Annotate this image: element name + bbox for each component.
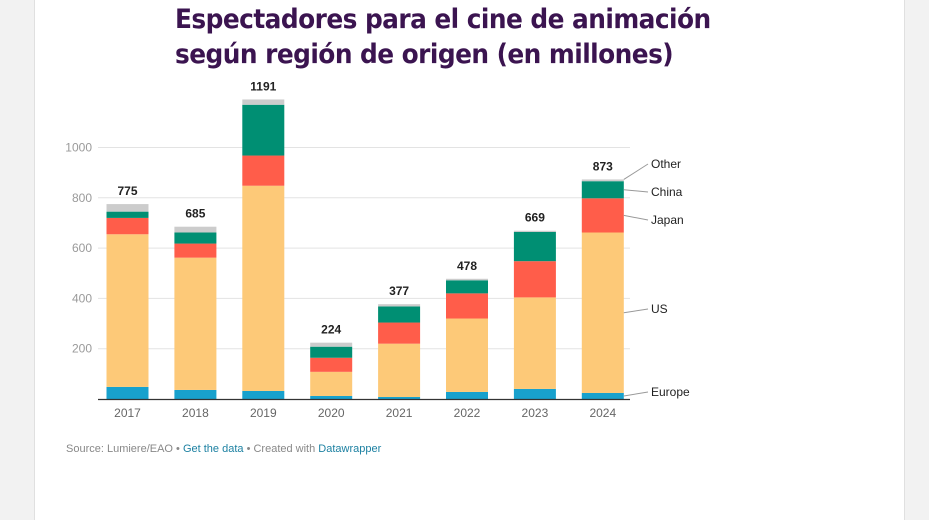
bar-segment-china xyxy=(446,280,488,294)
bar-segment-europe xyxy=(106,386,149,399)
legend-leader-line xyxy=(623,163,649,180)
y-tick-label: 200 xyxy=(72,342,92,356)
bar-segment-us xyxy=(174,257,217,390)
legend-leader-line xyxy=(623,189,649,193)
bar-segment-europe xyxy=(242,390,285,399)
bar-segment-japan xyxy=(242,155,285,186)
bar-segment-other xyxy=(513,230,556,233)
bar-segment-us xyxy=(513,297,556,389)
bar-segment-europe xyxy=(513,388,556,399)
bar-segment-other xyxy=(310,342,353,347)
x-tick-label: 2022 xyxy=(454,406,481,420)
x-tick-label: 2024 xyxy=(589,406,616,420)
footer: Source: Lumiere/EAO • Get the data • Cre… xyxy=(66,443,381,455)
bar-segment-china xyxy=(378,306,421,323)
x-tick-label: 2021 xyxy=(386,406,413,420)
total-label: 873 xyxy=(593,159,613,173)
bar-segment-other xyxy=(581,179,624,182)
y-tick-label: 1000 xyxy=(65,141,92,155)
y-tick-label: 800 xyxy=(72,191,92,205)
bar-segment-europe xyxy=(378,396,421,399)
bar-segment-japan xyxy=(581,198,624,233)
x-tick-label: 2017 xyxy=(114,406,141,420)
bar-segment-other xyxy=(242,99,285,105)
legend-label-china: China xyxy=(651,185,683,199)
legend-label-europe: Europe xyxy=(651,385,690,399)
bar-segment-us xyxy=(310,371,353,396)
legend-leader-line xyxy=(623,214,649,221)
total-label: 478 xyxy=(457,259,477,273)
title-line-2: según región de origen (en millones) xyxy=(175,39,674,70)
total-label: 775 xyxy=(117,184,137,198)
bars: 775 685 1191 224 377 478 669 873 xyxy=(106,79,624,399)
bar-segment-other xyxy=(106,204,149,212)
datawrapper-link[interactable]: Datawrapper xyxy=(318,443,382,455)
bar-segment-china xyxy=(513,232,556,262)
bar-segment-japan xyxy=(174,243,217,258)
bar-segment-us xyxy=(242,185,285,391)
bar-segment-other xyxy=(378,304,421,307)
total-label: 377 xyxy=(389,284,409,298)
bar-segment-us xyxy=(106,234,149,387)
legend-label-japan: Japan xyxy=(651,213,684,227)
x-tick-label: 2023 xyxy=(522,406,549,420)
total-label: 669 xyxy=(525,211,545,225)
x-tick-label: 2019 xyxy=(250,406,277,420)
bar-segment-china xyxy=(310,346,353,358)
chart-title: Espectadores para el cine de animación s… xyxy=(175,2,764,72)
x-axis: 2017 2018 2019 2020 2021 2022 2023 2024 xyxy=(98,398,630,420)
bar-segment-us xyxy=(581,232,624,393)
bar-segment-japan xyxy=(378,322,421,344)
legend-leader-line xyxy=(623,308,649,314)
bar-segment-europe xyxy=(581,392,624,399)
legend-leader-line xyxy=(623,391,649,397)
bar-segment-japan xyxy=(513,261,556,298)
x-tick-label: 2018 xyxy=(182,406,209,420)
bar-segment-europe xyxy=(446,391,488,399)
footer-created-with: • Created with xyxy=(243,443,319,455)
y-tick-label: 600 xyxy=(72,241,92,255)
bar-segment-japan xyxy=(106,217,149,235)
bar-segment-us xyxy=(446,318,488,392)
bar-segment-japan xyxy=(310,357,353,372)
y-tick-label: 400 xyxy=(72,291,92,305)
total-label: 685 xyxy=(185,207,205,221)
bar-segment-china xyxy=(581,181,624,199)
x-tick-label: 2020 xyxy=(318,406,345,420)
bar-segment-china xyxy=(242,104,285,156)
footer-separator: • xyxy=(173,443,183,455)
bar-segment-other xyxy=(446,278,488,281)
bar-segment-china xyxy=(106,211,149,218)
bar-segment-china xyxy=(174,232,217,244)
legend-label-us: US xyxy=(651,302,668,316)
bar-segment-other xyxy=(174,226,217,233)
legend: Europe US Japan China Other xyxy=(623,157,690,399)
title-line-1: Espectadores para el cine de animación xyxy=(175,4,711,35)
legend-label-other: Other xyxy=(651,157,681,171)
total-label: 224 xyxy=(321,323,341,337)
bar-segment-europe xyxy=(310,395,353,399)
bar-segment-japan xyxy=(446,293,488,319)
bar-segment-us xyxy=(378,343,421,397)
source-text: Source: Lumiere/EAO xyxy=(66,443,173,455)
get-data-link[interactable]: Get the data xyxy=(182,443,244,455)
bar-segment-europe xyxy=(174,389,217,399)
total-label: 1191 xyxy=(250,79,276,93)
